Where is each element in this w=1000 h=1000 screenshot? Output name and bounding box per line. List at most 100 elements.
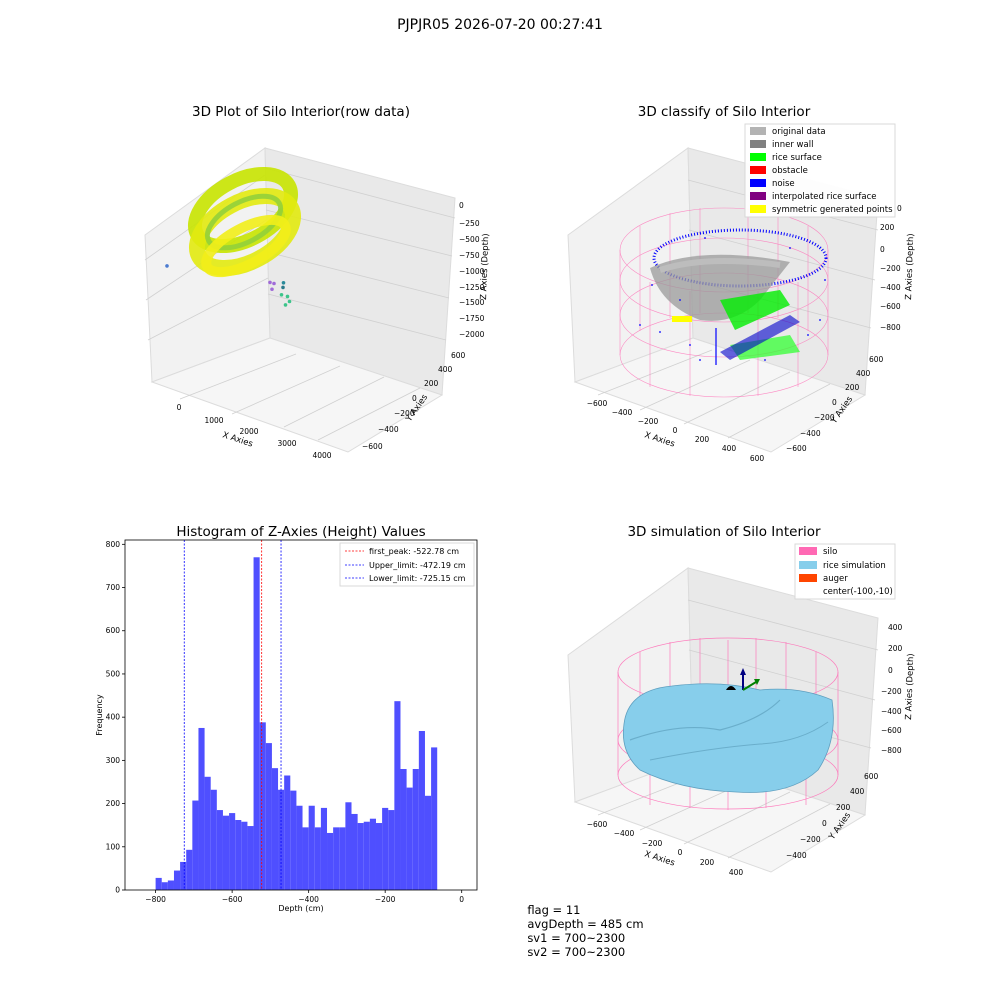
histogram-bar bbox=[284, 775, 291, 890]
simulation-legend: silo rice simulation auger center(-100,-… bbox=[794, 543, 896, 600]
legend-label: Upper_limit: -472.19 cm bbox=[369, 561, 466, 570]
histogram-y-tick-label: 100 bbox=[106, 842, 121, 851]
histogram-bar bbox=[394, 701, 401, 890]
histogram-bar bbox=[382, 807, 389, 890]
histogram-bar bbox=[186, 849, 193, 890]
histogram-bars bbox=[155, 557, 438, 890]
simulation-y-tick: 200 bbox=[836, 803, 851, 812]
histogram-legend: first_peak: -522.78 cm Upper_limit: -472… bbox=[339, 542, 475, 587]
histogram-bar bbox=[173, 870, 181, 890]
simulation-silo-wireframe bbox=[617, 637, 839, 810]
raw-z-tick: −1250 bbox=[459, 283, 485, 292]
classify-y-ticks: −600 −400 −200 0 200 400 600 bbox=[786, 355, 884, 453]
simulation-z-tick: −600 bbox=[881, 726, 902, 735]
legend-swatch-silo bbox=[799, 547, 817, 555]
histogram-bar bbox=[229, 813, 236, 890]
raw-outlier-point bbox=[283, 303, 288, 307]
histogram-bar bbox=[161, 882, 168, 890]
histogram-bar bbox=[155, 877, 162, 890]
simulation-x-ticks: −600 −400 −200 0 200 400 bbox=[587, 820, 744, 877]
histogram-bar bbox=[265, 743, 272, 890]
histogram-bar bbox=[308, 805, 315, 890]
classify-plot-panes bbox=[567, 147, 879, 453]
classify-x-ticks: −600 −400 −200 0 200 400 600 bbox=[587, 399, 765, 463]
simulation-x-tick: −400 bbox=[614, 829, 635, 838]
classify-z-tick: −600 bbox=[880, 302, 901, 311]
classify-y-tick: 200 bbox=[845, 383, 860, 392]
simulation-center-axes bbox=[726, 668, 760, 691]
raw-x-label: X Axies bbox=[221, 430, 254, 449]
histogram-x-label: Depth (cm) bbox=[278, 904, 323, 913]
classify-y-label: Y Axies bbox=[829, 394, 856, 426]
histogram-x-tick-label: 0 bbox=[459, 895, 464, 904]
classify-x-label: X Axies bbox=[643, 430, 676, 449]
classify-noise-ring bbox=[652, 228, 828, 288]
classify-x-tick: 400 bbox=[722, 444, 737, 453]
legend-label: inner wall bbox=[772, 140, 813, 150]
histogram-y-tick-label: 600 bbox=[106, 626, 121, 635]
simulation-x-tick: 0 bbox=[678, 848, 683, 857]
histogram-bar bbox=[296, 805, 303, 890]
classify-x-tick: 0 bbox=[673, 426, 678, 435]
status-sv1: sv1 = 700~2300 bbox=[527, 931, 626, 945]
histogram-bar bbox=[210, 789, 217, 890]
histogram-x-tick-label: −200 bbox=[375, 895, 396, 904]
legend-swatch-noise bbox=[750, 179, 766, 187]
raw-outlier-point bbox=[165, 264, 169, 268]
status-avg-depth: avgDepth = 485 cm bbox=[527, 917, 644, 931]
figure-title: PJPJR05 2026-07-20 00:27:41 bbox=[397, 17, 603, 33]
raw-outlier-point bbox=[285, 294, 290, 299]
simulation-z-tick: −800 bbox=[881, 746, 902, 755]
raw-x-tick: 3000 bbox=[277, 439, 296, 448]
classify-x-tick: 200 bbox=[695, 435, 710, 444]
classify-z-top-tick: 0 bbox=[897, 204, 902, 213]
classify-z-label: Z Axies (Depth) bbox=[904, 233, 916, 300]
histogram-bar bbox=[412, 769, 419, 890]
histogram-bar bbox=[431, 747, 438, 890]
histogram-y-tick-label: 0 bbox=[115, 886, 120, 895]
raw-plot-x-ticks: 0 1000 2000 3000 4000 bbox=[177, 403, 332, 460]
histogram-bar bbox=[167, 880, 174, 890]
histogram-bar bbox=[302, 827, 309, 890]
histogram-bar bbox=[290, 790, 297, 890]
simulation-plot-title: 3D simulation of Silo Interior bbox=[627, 524, 821, 540]
histogram-y-label: Frequency bbox=[95, 694, 104, 736]
legend-swatch-auger bbox=[799, 574, 817, 582]
status-flag: flag = 11 bbox=[527, 903, 581, 917]
simulation-z-tick: −200 bbox=[881, 687, 902, 696]
raw-y-tick: 0 bbox=[412, 394, 417, 403]
histogram-bar bbox=[424, 795, 432, 890]
classify-z-tick: 0 bbox=[880, 245, 885, 254]
histogram-bar bbox=[253, 557, 260, 890]
histogram-frame bbox=[124, 539, 478, 891]
legend-label: first_peak: -522.78 cm bbox=[369, 547, 459, 556]
histogram-y-tick-label: 200 bbox=[106, 799, 121, 808]
classify-inner-wall bbox=[650, 254, 790, 321]
raw-x-tick: 1000 bbox=[204, 416, 223, 425]
simulation-y-tick: 0 bbox=[822, 819, 827, 828]
simulation-x-tick: 200 bbox=[700, 858, 715, 867]
legend-swatch-interpolated-rice-surface bbox=[750, 192, 766, 200]
histogram-bar bbox=[180, 861, 187, 890]
histogram-x-tick-label: −400 bbox=[298, 895, 319, 904]
legend-label: center(-100,-10) bbox=[823, 587, 893, 597]
simulation-y-tick: 600 bbox=[864, 772, 879, 781]
classify-x-tick: −200 bbox=[638, 417, 659, 426]
simulation-y-ticks: −400 −200 0 200 400 600 bbox=[786, 772, 879, 860]
classify-plot-title: 3D classify of Silo Interior bbox=[638, 104, 811, 120]
simulation-z-ticks: 400 200 0 −200 −400 −600 −800 bbox=[881, 623, 903, 755]
histogram-bar bbox=[345, 802, 352, 890]
classify-z-ticks: 200 0 −200 −400 −600 −800 bbox=[880, 223, 901, 332]
raw-z-tick: −1000 bbox=[459, 267, 485, 276]
histogram-bar bbox=[351, 813, 358, 890]
histogram-bar bbox=[375, 823, 383, 890]
legend-swatch-obstacle bbox=[750, 166, 766, 174]
raw-outlier-point bbox=[268, 280, 272, 285]
histogram-bar bbox=[406, 787, 413, 890]
raw-plot-outliers bbox=[165, 264, 292, 307]
histogram-bar bbox=[259, 722, 266, 890]
histogram-bar bbox=[357, 823, 364, 890]
legend-label: rice surface bbox=[772, 153, 822, 163]
simulation-z-tick: −400 bbox=[881, 707, 902, 716]
simulation-z-tick: 0 bbox=[888, 666, 893, 675]
